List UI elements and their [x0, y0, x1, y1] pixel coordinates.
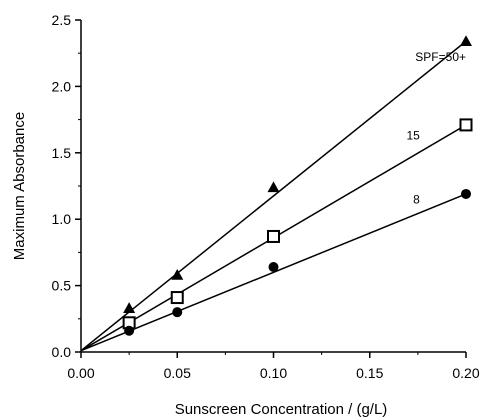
series-2-point-square	[170, 291, 184, 305]
series-1-point-triangle	[267, 181, 280, 193]
y-axis-title: Maximum Absorbance	[11, 112, 28, 260]
data-markers	[122, 35, 473, 336]
x-tick-label: 0.20	[452, 365, 479, 381]
y-tick-label: 1.5	[52, 145, 72, 161]
y-tick-label: 0.0	[52, 344, 72, 360]
axes: 0.00 0.05 0.10 0.15 0.20 0.0 0.5 1.0 1.5 2.0 2.5	[52, 12, 480, 381]
series-3-point-circle	[124, 325, 135, 336]
series-1-point-triangle	[171, 268, 184, 280]
fit-lines	[80, 40, 467, 352]
y-tick-label: 0.5	[52, 278, 72, 294]
series-3-point-circle	[268, 262, 279, 273]
series-2-label: 15	[406, 129, 420, 143]
y-tick-label: 1.0	[52, 211, 72, 227]
series-1-point-triangle	[460, 35, 472, 47]
series-1-point-triangle	[123, 302, 136, 313]
x-tick-label: 0.10	[260, 365, 287, 381]
x-tick-label: 0.15	[356, 365, 383, 381]
x-tick-label: 0.00	[67, 365, 94, 381]
series-3-point-circle	[461, 188, 471, 199]
series-3-fit-line	[80, 193, 467, 352]
y-tick-label: 2.5	[52, 12, 72, 28]
series-labels: SPF=50+ 15 8	[406, 50, 466, 206]
series-2-point-square	[267, 229, 280, 243]
series-3-point-circle	[172, 307, 183, 318]
x-axis-title: Sunscreen Concentration / (g/L)	[175, 401, 388, 418]
series-1-label: SPF=50+	[415, 50, 466, 64]
y-tick-label: 2.0	[52, 78, 72, 94]
series-3-label: 8	[413, 192, 420, 206]
series-1-fit-line	[80, 40, 467, 352]
x-tick-label: 0.05	[164, 365, 191, 381]
series-2-point-square	[459, 118, 473, 132]
